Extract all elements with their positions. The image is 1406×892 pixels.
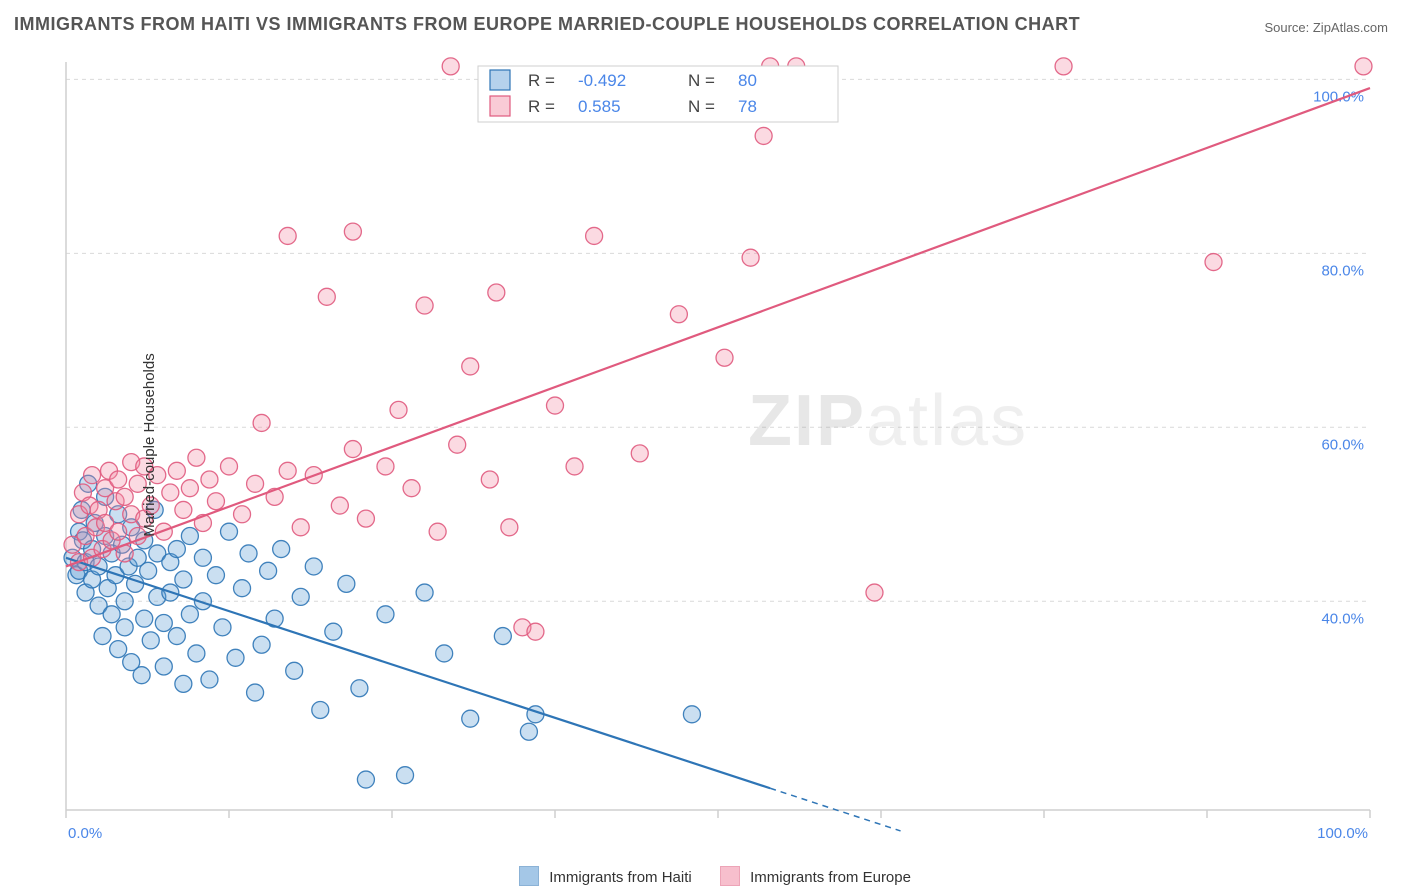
- svg-text:N =: N =: [688, 97, 715, 116]
- source-attribution: Source: ZipAtlas.com: [1264, 20, 1388, 35]
- legend: Immigrants from Haiti Immigrants from Eu…: [0, 866, 1406, 886]
- svg-text:R =: R =: [528, 71, 555, 90]
- svg-text:80.0%: 80.0%: [1321, 262, 1364, 279]
- chart-canvas: 40.0% 60.0% 80.0% 100.0% 0.0% 100.0% R = -0.492…: [48, 50, 1388, 840]
- svg-text:R =: R =: [528, 97, 555, 116]
- svg-text:100.0%: 100.0%: [1317, 825, 1368, 840]
- svg-text:100.0%: 100.0%: [1313, 88, 1364, 105]
- scatter-chart: Married-couple Households 40.0% 60.0% 80.0…: [48, 50, 1388, 840]
- svg-text:80: 80: [738, 71, 757, 90]
- y-axis-label: Married-couple Households: [141, 353, 158, 536]
- svg-text:N =: N =: [688, 71, 715, 90]
- svg-text:0.585: 0.585: [578, 97, 621, 116]
- svg-text:0.0%: 0.0%: [68, 825, 102, 840]
- svg-text:78: 78: [738, 97, 757, 116]
- svg-text:60.0%: 60.0%: [1321, 436, 1364, 453]
- source-link[interactable]: ZipAtlas.com: [1313, 20, 1388, 35]
- svg-text:-0.492: -0.492: [578, 71, 626, 90]
- legend-label-europe: Immigrants from Europe: [750, 869, 911, 886]
- legend-label-haiti: Immigrants from Haiti: [549, 869, 692, 886]
- legend-swatch-europe: [720, 866, 740, 886]
- svg-text:40.0%: 40.0%: [1321, 610, 1364, 627]
- legend-swatch-haiti: [519, 866, 539, 886]
- chart-title: IMMIGRANTS FROM HAITI VS IMMIGRANTS FROM…: [14, 14, 1080, 35]
- source-prefix: Source:: [1264, 20, 1312, 35]
